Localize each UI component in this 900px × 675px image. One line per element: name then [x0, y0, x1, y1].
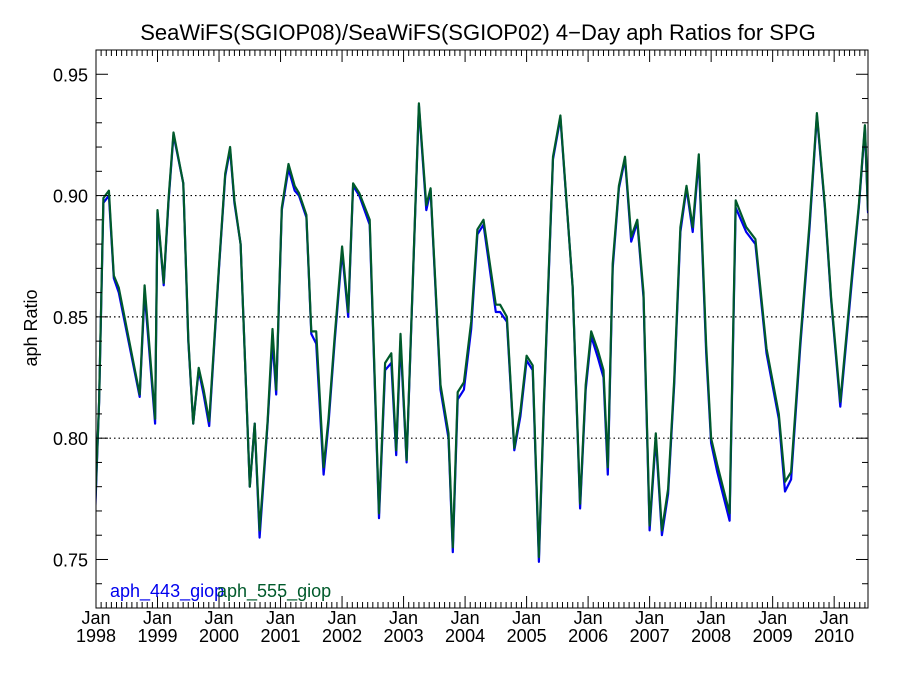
axis-ticks: [95, 49, 868, 609]
x-tick-label-month: Jan: [205, 608, 234, 628]
y-tick-label: 0.95: [53, 65, 88, 85]
tick-labels: 0.750.800.850.900.95Jan1998Jan1999Jan200…: [53, 65, 854, 646]
x-tick-label-month: Jan: [758, 608, 787, 628]
x-tick-label-year: 2001: [261, 626, 301, 646]
x-tick-label-year: 2004: [445, 626, 485, 646]
x-tick-label-month: Jan: [81, 608, 110, 628]
x-tick-label-month: Jan: [635, 608, 664, 628]
series-line-aph-555-giop: [96, 102, 868, 559]
x-tick-label-year: 2008: [691, 626, 731, 646]
x-tick-label-year: 2002: [322, 626, 362, 646]
x-tick-label-year: 2005: [507, 626, 547, 646]
x-tick-label-month: Jan: [697, 608, 726, 628]
x-tick-label-year: 2007: [630, 626, 670, 646]
x-tick-label-month: Jan: [574, 608, 603, 628]
x-tick-label-year: 2003: [384, 626, 424, 646]
x-tick-label-month: Jan: [820, 608, 849, 628]
x-tick-label-month: Jan: [389, 608, 418, 628]
x-tick-label-month: Jan: [143, 608, 172, 628]
y-axis-label: aph Ratio: [21, 289, 41, 366]
x-tick-label-year: 2006: [568, 626, 608, 646]
x-tick-label-month: Jan: [451, 608, 480, 628]
y-tick-label: 0.75: [53, 550, 88, 570]
chart-title: SeaWiFS(SGIOP08)/SeaWiFS(SGIOP02) 4−Day …: [140, 20, 816, 45]
x-tick-label-year: 1999: [137, 626, 177, 646]
x-tick-label-month: Jan: [266, 608, 295, 628]
x-tick-label-year: 2000: [199, 626, 239, 646]
legend-entry-aph-443-giop: aph_443_giop: [110, 581, 224, 602]
legend-entry-aph-555-giop: aph_555_giop: [217, 581, 331, 602]
x-tick-label-year: 2010: [814, 626, 854, 646]
x-tick-label-year: 2009: [753, 626, 793, 646]
x-tick-label-month: Jan: [512, 608, 541, 628]
y-tick-label: 0.85: [53, 308, 88, 328]
series-group: [96, 102, 868, 563]
x-tick-label-year: 1998: [76, 626, 116, 646]
x-tick-label-month: Jan: [328, 608, 357, 628]
y-tick-label: 0.80: [53, 429, 88, 449]
y-tick-label: 0.90: [53, 187, 88, 207]
plot-frame: [95, 49, 869, 609]
